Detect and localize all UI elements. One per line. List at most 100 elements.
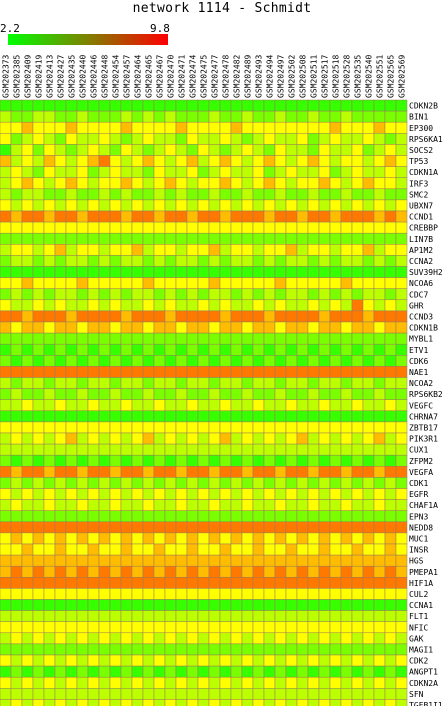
heatmap-cell: [54, 377, 67, 389]
heatmap-cell: [197, 699, 210, 706]
heatmap-cell: [54, 532, 67, 545]
heatmap-cell: [32, 288, 45, 301]
row-label: UBXN7: [409, 202, 433, 211]
heatmap-cell: [208, 610, 221, 622]
heatmap-cell: [362, 543, 375, 556]
heatmap-cell: [318, 255, 331, 267]
heatmap-cell: [197, 366, 210, 378]
heatmap-cell: [65, 388, 78, 400]
heatmap-cell: [43, 466, 56, 478]
heatmap-cell: [384, 499, 397, 511]
column-label: GSM202373: [2, 54, 11, 98]
heatmap-cell: [120, 410, 133, 423]
heatmap-cell: [241, 610, 254, 622]
heatmap-cell: [373, 477, 386, 489]
heatmap-cell: [21, 543, 34, 556]
heatmap-cell: [175, 521, 188, 534]
heatmap-cell: [340, 654, 353, 667]
heatmap-cell: [76, 299, 89, 312]
heatmap-cell: [296, 133, 309, 145]
heatmap-cell: [263, 632, 276, 645]
heatmap-cell: [175, 654, 188, 667]
heatmap-cell: [307, 266, 320, 278]
heatmap-cell: [241, 133, 254, 145]
heatmap-cell: [263, 421, 276, 434]
heatmap-cell: [54, 255, 67, 267]
heatmap-cell: [307, 388, 320, 400]
heatmap-cell: [318, 588, 331, 600]
heatmap-cell: [307, 521, 320, 534]
heatmap-cell: [340, 466, 353, 478]
heatmap-cell: [318, 621, 331, 634]
heatmap-cell: [329, 255, 342, 267]
heatmap-cell: [219, 521, 232, 534]
heatmap-cell: [153, 166, 166, 178]
heatmap-cell: [10, 121, 23, 134]
heatmap-cell: [340, 255, 353, 267]
heatmap-cell: [175, 221, 188, 234]
heatmap-cell: [21, 244, 34, 256]
heatmap-cell: [208, 499, 221, 511]
heatmap-cell: [285, 399, 298, 412]
heatmap-cell: [230, 188, 243, 201]
row-label: CUX1: [409, 446, 428, 455]
heatmap-cell: [340, 177, 353, 190]
column-label: GSM202517: [321, 54, 330, 98]
heatmap-cell: [329, 588, 342, 600]
row-label: CDK1: [409, 479, 428, 488]
heatmap-cell: [0, 665, 12, 678]
heatmap-cell: [186, 488, 199, 500]
heatmap-cell: [395, 432, 408, 445]
heatmap-cell: [197, 133, 210, 145]
heatmap-cell: [109, 399, 122, 412]
heatmap-cell: [0, 477, 12, 489]
heatmap-cell: [373, 144, 386, 156]
heatmap-cell: [373, 343, 386, 356]
heatmap-cell: [0, 343, 12, 356]
heatmap-cell: [98, 299, 111, 312]
heatmap-cell: [219, 432, 232, 445]
heatmap-cell: [384, 665, 397, 678]
heatmap-cell: [263, 244, 276, 256]
heatmap-cell: [175, 321, 188, 334]
heatmap-cell: [164, 232, 177, 245]
heatmap-cell: [76, 443, 89, 456]
heatmap-cell: [208, 565, 221, 578]
heatmap-cell: [395, 532, 408, 545]
heatmap-cell: [175, 343, 188, 356]
heatmap-cell: [0, 144, 12, 156]
heatmap-cell: [153, 155, 166, 167]
heatmap-cell: [54, 110, 67, 123]
heatmap-cell: [109, 665, 122, 678]
heatmap-cell: [307, 599, 320, 611]
heatmap-cell: [32, 599, 45, 611]
heatmap-cell: [0, 133, 12, 145]
heatmap-cell: [373, 466, 386, 478]
heatmap-cell: [318, 266, 331, 278]
heatmap-cell: [87, 99, 100, 112]
heatmap-cell: [362, 255, 375, 267]
heatmap-cell: [109, 654, 122, 667]
heatmap-cell: [186, 99, 199, 112]
heatmap-cell: [208, 277, 221, 289]
heatmap-cell: [384, 277, 397, 289]
heatmap-cell: [263, 410, 276, 423]
column-label: GSM202482: [233, 54, 242, 98]
heatmap-cell: [186, 355, 199, 367]
heatmap-cell: [43, 244, 56, 256]
heatmap-cell: [54, 399, 67, 412]
heatmap-cell: [175, 244, 188, 256]
heatmap-cell: [307, 166, 320, 178]
heatmap-cell: [142, 399, 155, 412]
heatmap-cell: [120, 421, 133, 434]
heatmap-cell: [21, 177, 34, 190]
heatmap-cell: [285, 366, 298, 378]
heatmap-cell: [43, 177, 56, 190]
column-label: GSM202465: [145, 54, 154, 98]
heatmap-cell: [395, 699, 408, 706]
heatmap-cell: [32, 565, 45, 578]
heatmap-cell: [296, 199, 309, 212]
row-label: SMC2: [409, 190, 428, 199]
heatmap-cell: [175, 410, 188, 423]
heatmap-cell: [87, 299, 100, 312]
